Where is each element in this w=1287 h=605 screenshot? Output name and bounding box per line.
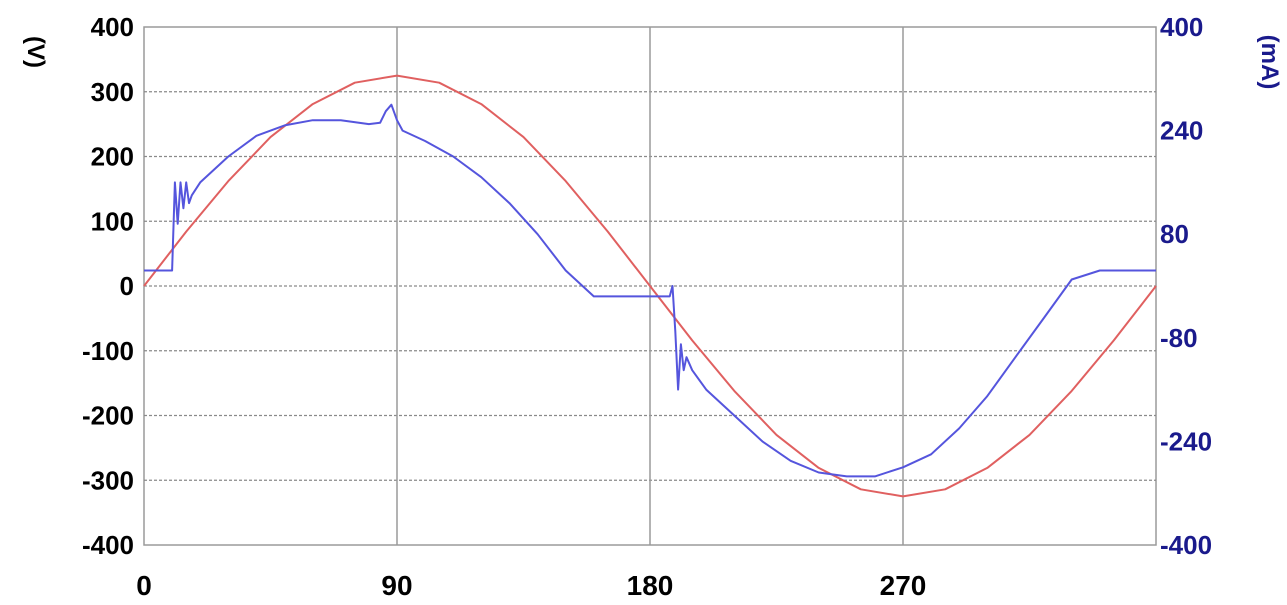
left-tick-label: 0 bbox=[120, 271, 134, 301]
left-tick-label: 100 bbox=[91, 206, 134, 236]
x-tick-label: 270 bbox=[880, 570, 927, 601]
left-tick-label: 300 bbox=[91, 77, 134, 107]
left-tick-label: -100 bbox=[82, 336, 134, 366]
x-tick-label: 90 bbox=[381, 570, 412, 601]
x-axis: 0 90 180 270 bbox=[136, 570, 926, 601]
right-tick-label: 80 bbox=[1160, 219, 1189, 249]
series-line-2 bbox=[144, 103, 1156, 478]
series-line-1 bbox=[143, 74, 1157, 498]
left-axis: 400 300 200 100 0 -100 -200 -300 -400 bbox=[82, 12, 134, 560]
x-tick-label: 180 bbox=[627, 570, 674, 601]
left-tick-label: -200 bbox=[82, 401, 134, 431]
right-tick-label: -80 bbox=[1160, 323, 1198, 353]
right-tick-label: 400 bbox=[1160, 12, 1203, 42]
x-tick-label: 0 bbox=[136, 570, 152, 601]
right-axis: 400 240 80 -80 -240 -400 bbox=[1160, 12, 1212, 560]
right-tick-label: -240 bbox=[1160, 426, 1212, 456]
right-tick-label: 240 bbox=[1160, 116, 1203, 146]
left-tick-label: -400 bbox=[82, 530, 134, 560]
series-layer bbox=[143, 74, 1157, 498]
right-axis-unit: (mA) bbox=[1256, 35, 1283, 90]
left-tick-label: -300 bbox=[82, 465, 134, 495]
left-tick-label: 200 bbox=[91, 142, 134, 172]
left-tick-label: 400 bbox=[91, 12, 134, 42]
right-tick-label: -400 bbox=[1160, 530, 1212, 560]
left-axis-unit: (V) bbox=[22, 36, 49, 68]
